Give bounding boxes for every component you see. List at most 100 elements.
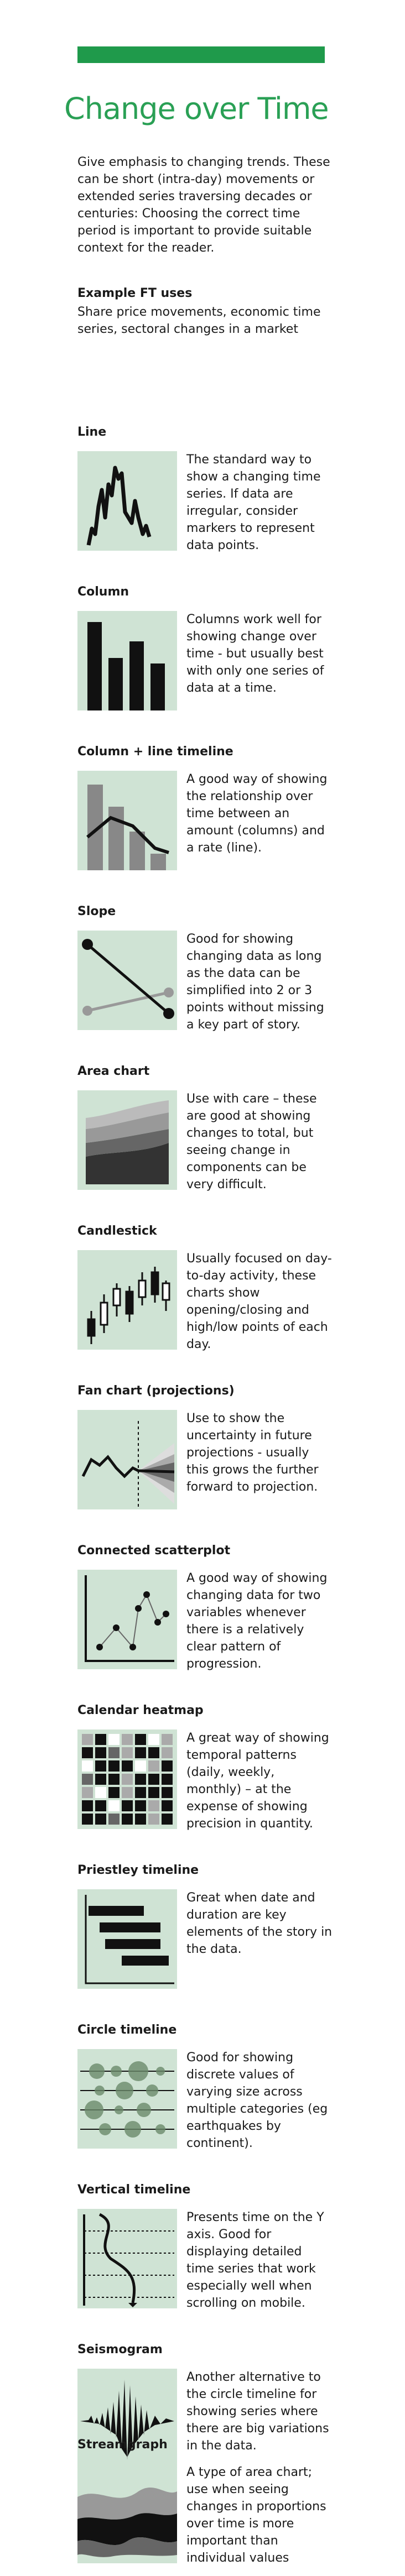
heatmap-cell (148, 1800, 159, 1811)
heatmap-cell (135, 1814, 146, 1825)
heatmap-cell (135, 1774, 146, 1785)
section-slope: Slope Good for showing changing data as … (77, 904, 365, 1032)
heatmap-cell (122, 1800, 133, 1811)
heatmap-cell (162, 1747, 173, 1758)
heatmap-cell (122, 1787, 133, 1798)
section-description: Usually focused on day-to-day activity, … (186, 1252, 332, 1351)
page-title: Change over Time (64, 91, 329, 126)
heatmap-cell (95, 1747, 106, 1758)
heatmap-cell (108, 1774, 120, 1785)
heatmap-cell (162, 1774, 173, 1785)
heatmap-cell (108, 1814, 120, 1825)
section-column-line: Column + line timeline A good way of sho… (77, 744, 365, 870)
heatmap-cell (95, 1800, 106, 1811)
connected-scatterplot-thumbnail (77, 1570, 177, 1669)
section-title: Column (77, 585, 129, 599)
section-description: Great when date and duration are key ele… (186, 1891, 333, 1956)
fan-chart-thumbnail (77, 1410, 177, 1509)
heatmap-cell (95, 1787, 106, 1798)
heatmap-cell (82, 1774, 93, 1785)
section-candlestick: Candlestick Usually focused on day-to-da… (77, 1224, 365, 1351)
section-seismogram: Seismogram Another alternative to the ci… (77, 2342, 365, 2468)
heatmap-cell (82, 1800, 93, 1811)
line-chart-thumbnail (77, 451, 177, 551)
vertical-timeline-thumbnail (77, 2209, 177, 2308)
priestley-timeline-thumbnail (77, 1889, 177, 1989)
heatmap-cell (108, 1734, 120, 1745)
circle-timeline-thumbnail (77, 2049, 177, 2149)
section-title: Connected scatterplot (77, 1544, 231, 1558)
section-title: Fan chart (projections) (77, 1384, 235, 1398)
section-description: Use to show the uncertainty in future pr… (186, 1412, 319, 1494)
section-description: Good for showing discrete values of vary… (186, 2051, 328, 2150)
heatmap-cell (122, 1747, 133, 1758)
section-fan-chart: Fan chart (projections) Use to show the … (77, 1383, 365, 1509)
section-connected-scatterplot: Connected scatterplot A good way of show… (77, 1543, 365, 1671)
heatmap-cell (108, 1800, 120, 1811)
heatmap-cell (148, 1734, 159, 1745)
heatmap-cell (162, 1734, 173, 1745)
heatmap-cell (95, 1734, 106, 1745)
section-title: Calendar heatmap (77, 1704, 204, 1717)
section-title: Candlestick (77, 1224, 157, 1238)
heatmap-cell (108, 1787, 120, 1798)
section-circle-timeline: Circle timeline Good for showing discret… (77, 2023, 365, 2150)
section-vertical-timeline: Vertical timeline Presents time on the Y… (77, 2182, 365, 2310)
section-description: The standard way to show a changing time… (186, 453, 321, 552)
heatmap-cell (108, 1747, 120, 1758)
section-title: Slope (77, 905, 116, 918)
heatmap-cell (82, 1787, 93, 1798)
section-description: A type of area chart; use when seeing ch… (186, 2465, 326, 2565)
heatmap-cell (95, 1774, 106, 1785)
section-description: Presents time on the Y axis. Good for di… (186, 2211, 324, 2310)
heatmap-cell (148, 1774, 159, 1785)
heatmap-cell (122, 1814, 133, 1825)
heatmap-cell (162, 1814, 173, 1825)
section-streamgraph: Streamgraph A type of area chart; use wh… (77, 2437, 365, 2565)
section-title: Line (77, 425, 107, 439)
heatmap-cell (162, 1760, 173, 1772)
heatmap-cell (122, 1760, 133, 1772)
slope-chart-thumbnail (77, 931, 177, 1030)
section-calendar-heatmap: Calendar heatmap A great way of showing … (77, 1703, 365, 1831)
calendar-heatmap-thumbnail (77, 1729, 177, 1829)
heatmap-cell (82, 1760, 93, 1772)
uses-text: Share price movements, economic time ser… (77, 305, 321, 336)
section-title: Seismogram (77, 2343, 163, 2356)
uses-heading: Example FT uses (77, 286, 193, 300)
heatmap-cell (122, 1774, 133, 1785)
section-line: Line The standard way to show a changing… (77, 425, 365, 552)
section-title: Priestley timeline (77, 1863, 199, 1877)
column-line-thumbnail (77, 771, 177, 870)
heatmap-cell (82, 1814, 93, 1825)
section-description: A good way of showing changing data for … (186, 1571, 328, 1671)
heatmap-cell (162, 1800, 173, 1811)
section-title: Streamgraph (77, 2438, 168, 2452)
section-description: A great way of showing temporal patterns… (186, 1731, 329, 1831)
section-title: Column + line timeline (77, 745, 233, 759)
section-title: Area chart (77, 1064, 150, 1078)
heatmap-cell (82, 1734, 93, 1745)
heatmap-cell (135, 1760, 146, 1772)
heatmap-cell (135, 1734, 146, 1745)
column-chart-thumbnail (77, 611, 177, 710)
section-description: Another alternative to the circle timeli… (186, 2370, 329, 2453)
heatmap-cell (135, 1800, 146, 1811)
section-priestley-timeline: Priestley timeline Great when date and d… (77, 1863, 365, 1989)
heatmap-cell (162, 1787, 173, 1798)
section-description: A good way of showing the relationship o… (186, 772, 328, 855)
heatmap-cell (135, 1787, 146, 1798)
heatmap-cell (82, 1747, 93, 1758)
heatmap-cell (135, 1747, 146, 1758)
area-chart-thumbnail (77, 1090, 177, 1190)
header-accent-bar (77, 46, 325, 63)
heatmap-cell (148, 1787, 159, 1798)
heatmap-cell (95, 1814, 106, 1825)
intro-text: Give emphasis to changing trends. These … (77, 155, 330, 255)
section-description: Good for showing changing data as long a… (186, 932, 324, 1032)
section-title: Circle timeline (77, 2023, 177, 2037)
heatmap-cell (148, 1760, 159, 1772)
heatmap-cell (148, 1747, 159, 1758)
candlestick-thumbnail (77, 1250, 177, 1350)
heatmap-cell (95, 1760, 106, 1772)
